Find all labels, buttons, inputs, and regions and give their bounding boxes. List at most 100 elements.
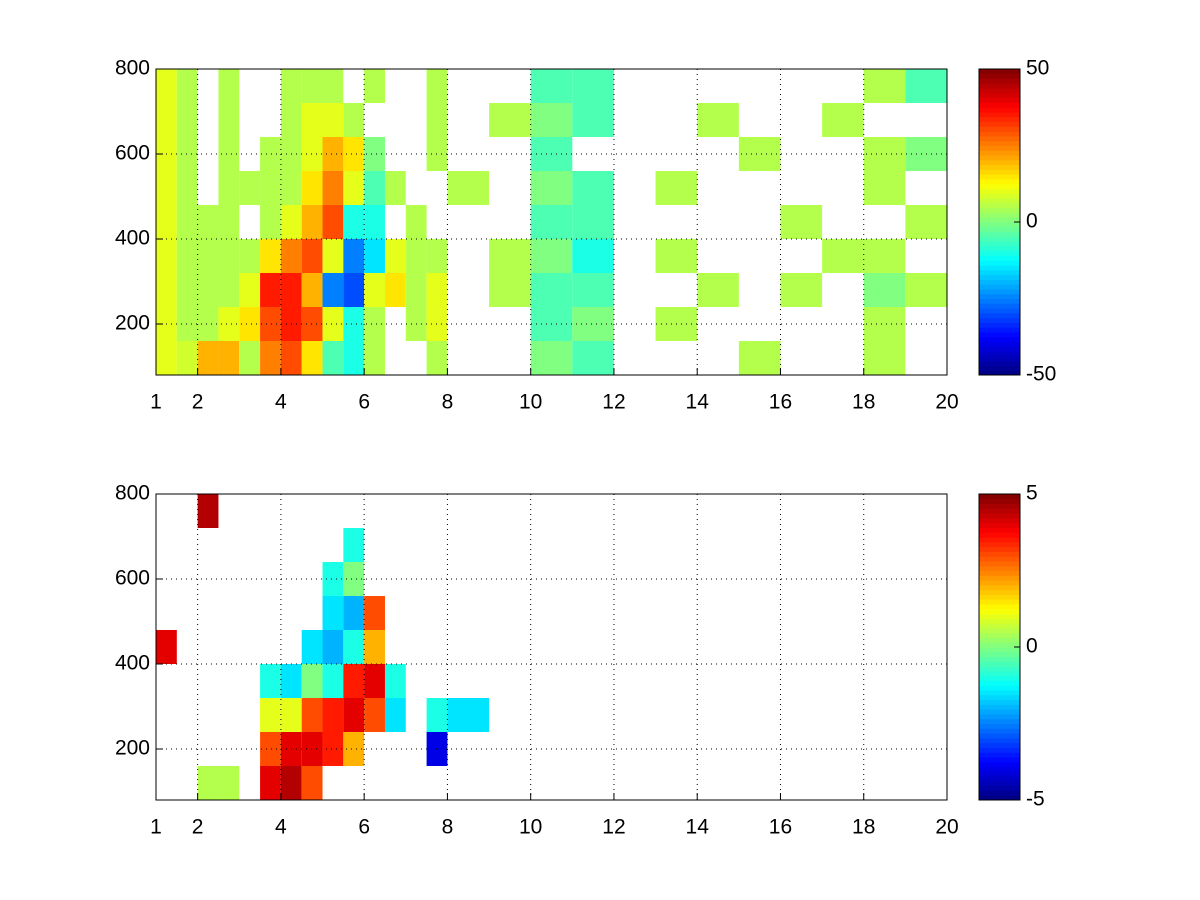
heat-cell [343,273,365,307]
heat-cell [218,171,240,205]
colorbar-swatch [979,69,1020,75]
heat-cell [447,171,490,205]
colorbar-swatch [979,188,1020,194]
heat-cell [301,103,323,137]
colorbar-swatch [979,690,1020,696]
heat-cell [343,307,365,341]
colorbar-swatch [979,537,1020,543]
x-tick-label: 8 [442,816,454,839]
heat-cell [530,103,573,137]
colorbar-swatch [979,780,1020,787]
colorbar-swatch [979,202,1020,209]
heat-cell [260,205,281,239]
colorbar-swatch [979,704,1020,710]
heat-cell [343,528,365,562]
colorbar-swatch [979,279,1020,285]
heat-cell [655,239,698,273]
colorbar-swatch [979,217,1020,223]
heat-cell [343,698,365,732]
y-tick-label: 800 [115,57,150,80]
y-tick-label: 200 [115,312,150,335]
colorbar-swatch [979,498,1020,505]
colorbar-swatch [979,351,1020,357]
colorbar-swatch [979,513,1020,519]
heat-cell [530,205,573,239]
heat-cell [364,664,385,698]
heat-cell [260,171,281,205]
heat-cell [218,69,240,103]
colorbar-swatch [979,312,1020,319]
heat-cell [863,273,906,307]
x-tick-label: 6 [358,391,370,414]
heat-cell [384,273,406,307]
heat-cell [176,103,198,137]
y-tick-label: 200 [115,737,150,760]
colorbar-swatch [979,718,1020,724]
x-tick-label: 20 [935,391,958,414]
colorbar-swatch [979,556,1020,562]
heat-cell [260,137,281,171]
heat-cell [239,307,261,341]
heat-cell [176,171,198,205]
colorbar-swatch [979,250,1020,256]
x-tick-label: 16 [769,816,792,839]
x-tick-label: 14 [686,391,710,414]
colorbar-swatch [979,293,1020,299]
colorbar-swatch [979,245,1020,252]
heat-cell [218,341,240,375]
heat-cell [343,137,365,171]
heat-cell [822,103,864,137]
heat-cell [697,103,739,137]
colorbar-swatch [979,341,1020,347]
colorbar-swatch [979,709,1020,715]
heat-cell [863,239,906,273]
x-tick-label: 1 [150,391,162,414]
x-tick-label: 2 [192,816,204,839]
colorbar-swatch [979,265,1020,271]
colorbar-swatch [979,546,1020,552]
colorbar-swatch [979,680,1020,686]
colorbar-tick-label: 0 [1026,210,1038,233]
heat-cell [156,103,177,137]
heat-cell [343,664,365,698]
heat-cell [260,732,281,766]
colorbar-tick-label: -50 [1026,363,1056,386]
colorbar-swatch [979,308,1020,314]
heat-cell [364,205,385,239]
heat-cell [780,205,823,239]
colorbar-swatch [979,178,1020,185]
heat-cell [301,171,323,205]
y-tick-label: 600 [115,142,150,165]
colorbar-swatch [979,131,1020,137]
colorbar-swatch [979,599,1020,605]
colorbar-swatch [979,92,1020,99]
colorbar-swatch [979,231,1020,237]
heat-cell [780,273,823,307]
heat-cell [384,664,406,698]
heat-cell [280,664,302,698]
heat-cell [572,341,614,375]
heat-cell [239,273,261,307]
colorbar-swatch [979,331,1020,338]
heat-cell [655,171,698,205]
heat-cell [218,205,240,239]
heat-cell [260,698,281,732]
heat-cell [301,341,323,375]
heat-cell [343,171,365,205]
colorbar-swatch [979,365,1020,371]
colorbar-swatch [979,733,1020,739]
heat-cell [197,205,219,239]
heat-cell [176,69,198,103]
heat-cell [530,69,573,103]
heat-cell [863,69,906,103]
colorbar-swatch [979,627,1020,634]
heat-cell [426,307,448,341]
colorbar-swatch [979,222,1020,228]
colorbar-swatch [979,73,1020,80]
colorbar-swatch [979,651,1020,658]
heat-cell [280,341,302,375]
colorbar-swatch [979,159,1020,166]
heat-cell [364,137,385,171]
heat-cell [343,103,365,137]
heat-cell [280,766,302,800]
